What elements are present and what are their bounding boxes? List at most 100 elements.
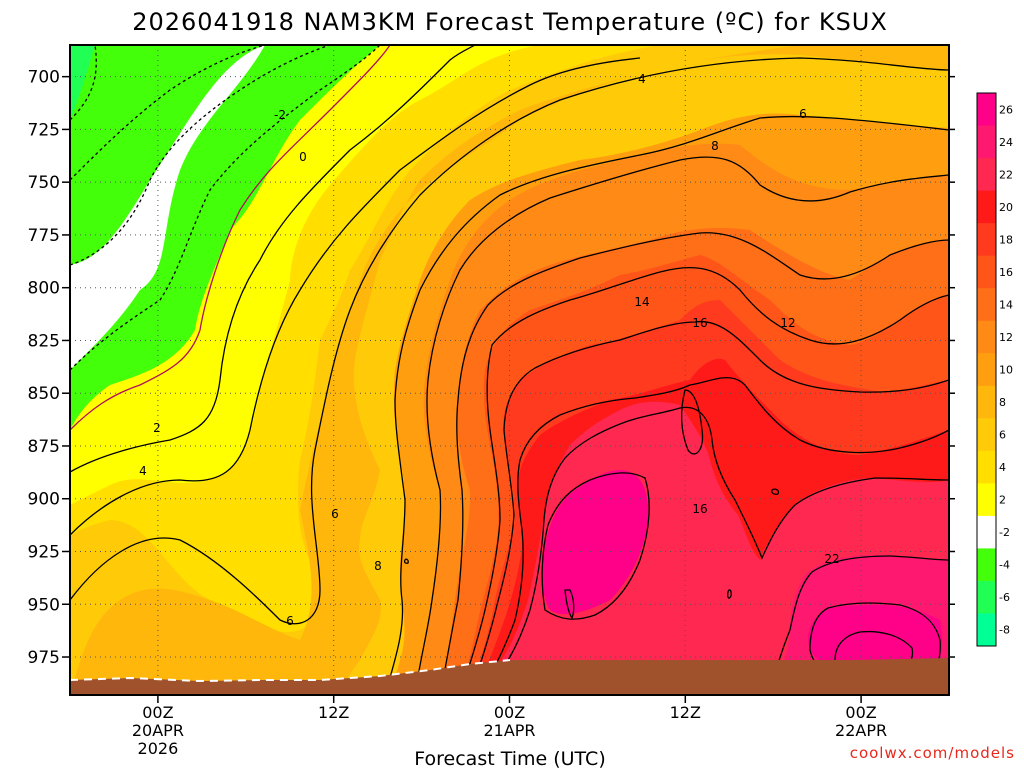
contour-line [70, 45, 266, 181]
y-tick-label: 825 [28, 331, 60, 351]
terrain-ground-fill [70, 658, 949, 695]
contour-labels: 4 6 8 -2 0 14 16 12 2 4 6 8 6 16 22 [139, 72, 839, 628]
credit-text[interactable]: coolwx.com/models [850, 744, 1015, 762]
terrain-ground [70, 658, 949, 695]
plot-area: 4 6 8 -2 0 14 16 12 2 4 6 8 6 16 22 [70, 45, 949, 695]
colorbar-swatch [977, 418, 996, 452]
contour-line [70, 45, 381, 371]
colorbar-swatch [977, 548, 996, 582]
colorbar-label: 24 [999, 136, 1013, 149]
contour-label: 8 [374, 559, 382, 573]
contour-line [414, 156, 949, 695]
contour-line [384, 115, 949, 695]
x-tick-label: 22APR [835, 721, 887, 740]
colorbar-label: 6 [999, 429, 1006, 442]
y-tick-label: 775 [28, 226, 60, 246]
contour-line [403, 558, 409, 564]
y-tick-label: 800 [28, 279, 60, 299]
contour-label: 6 [286, 614, 294, 628]
grid-lines [70, 45, 949, 695]
contour-line [70, 57, 641, 536]
contour-label: 12 [780, 316, 795, 330]
contour-line [70, 57, 949, 625]
contour-line [70, 45, 97, 121]
x-tick-label: 20APR [132, 721, 184, 740]
colorbar-label: 18 [999, 233, 1013, 246]
colorbar-frame [976, 92, 997, 647]
y-tick-label: 850 [28, 384, 60, 404]
x-tick-label: 2026 [138, 739, 179, 758]
contour-line [439, 232, 949, 695]
y-tick-label: 925 [28, 542, 60, 562]
colorbar-label: 26 [999, 103, 1013, 116]
contour-line [70, 45, 476, 473]
y-axis: 700 725 750 775 800 825 850 875 900 925 950 975 [28, 68, 955, 668]
contour-label: 6 [799, 107, 807, 121]
contour-line [727, 589, 732, 599]
colorbar-swatch [977, 223, 996, 257]
contour-line [680, 389, 704, 455]
colorbar-label: 4 [999, 461, 1006, 474]
contour-label: 22 [824, 552, 839, 566]
x-axis-label: Forecast Time (UTC) [414, 748, 605, 768]
x-tick-label: 00Z [845, 703, 876, 722]
colorbar-label: 14 [999, 298, 1013, 311]
contour-label: 4 [638, 72, 646, 86]
y-tick-label: 875 [28, 437, 60, 457]
y-tick-label: 975 [28, 648, 60, 668]
colorbar-label: 8 [999, 396, 1006, 409]
colorbar-label: 12 [999, 331, 1013, 344]
chart-title: 2026041918 NAM3KM Forecast Temperature (… [132, 8, 888, 36]
contour-line [494, 406, 949, 681]
contour-line [469, 320, 949, 695]
colorbar-swatch [977, 125, 996, 159]
colorbar-swatch [977, 158, 996, 192]
colorbar-swatch [977, 580, 996, 614]
contour-line [70, 45, 331, 266]
colorbar-label: -4 [999, 559, 1010, 572]
colorbar-label: 16 [999, 266, 1013, 279]
contour-label: 16 [692, 316, 707, 330]
y-tick-label: 950 [28, 595, 60, 615]
temperature-band [542, 470, 942, 689]
contour-line [479, 377, 949, 695]
colorbar-swatch [977, 353, 996, 387]
colorbar-swatch [977, 450, 996, 484]
x-tick-label: 21APR [483, 721, 535, 740]
colorbar-swatch [977, 320, 996, 354]
colorbar-label: -8 [999, 624, 1010, 637]
contour-line [769, 555, 949, 695]
contour-line [564, 589, 575, 620]
contour-label: 2 [153, 421, 161, 435]
x-tick-label: 00Z [494, 703, 525, 722]
colorbar-legend: 26 24 22 20 18 16 14 12 10 8 6 4 2 -2 -4 -6 -8 [976, 92, 1013, 647]
colorbar-label: 22 [999, 168, 1013, 181]
colorbar-label: -6 [999, 591, 1010, 604]
y-tick-label: 725 [28, 120, 60, 140]
colorbar-swatch [977, 93, 996, 127]
contour-line [70, 45, 391, 431]
contour-line [771, 488, 780, 495]
x-tick-label: 12Z [318, 703, 349, 722]
colorbar-swatch [977, 190, 996, 224]
contour-label: 6 [331, 507, 339, 521]
colorbar-swatch [977, 255, 996, 289]
contour-label: 8 [711, 139, 719, 153]
y-tick-label: 750 [28, 173, 60, 193]
colorbar-label: 10 [999, 364, 1013, 377]
y-tick-label: 900 [28, 490, 60, 510]
y-tick-label: 700 [28, 68, 60, 88]
contour-label: -2 [274, 108, 286, 122]
colorbar-swatch [977, 483, 996, 517]
contour-label: 16 [692, 502, 707, 516]
contour-line [459, 266, 949, 695]
x-tick-label: 12Z [670, 703, 701, 722]
x-tick-label: 00Z [142, 703, 173, 722]
colorbar-swatch [977, 515, 996, 549]
contour-label: 0 [299, 150, 307, 164]
contour-line [541, 472, 650, 620]
colorbar-label: 2 [999, 494, 1006, 507]
colorbar-swatch [977, 613, 996, 647]
